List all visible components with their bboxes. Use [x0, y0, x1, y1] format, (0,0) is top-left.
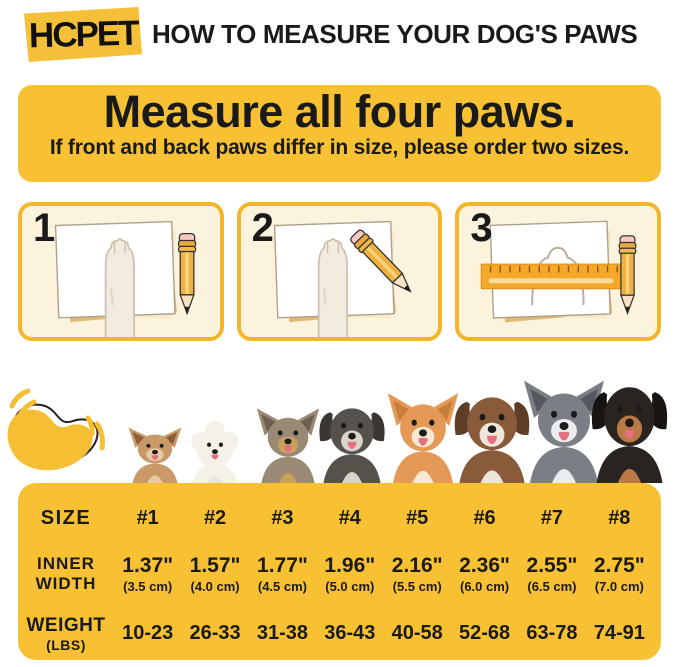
inner-width-cell: 2.36" (6.0 cm): [459, 554, 510, 594]
inner-width-row: INNER WIDTH 1.37" (3.5 cm) 1.57" (4.0 cm) …: [18, 543, 653, 605]
weight-cell: 63-78: [526, 621, 578, 644]
bichon-frise-photo: [182, 419, 248, 483]
brand-logo: HCPET: [24, 7, 142, 62]
step-2-number: 2: [251, 206, 274, 250]
inner-width-cell: 1.37" (3.5 cm): [122, 554, 174, 594]
banner-heading: Measure all four paws.: [103, 86, 576, 137]
weight-cell: 26-33: [189, 621, 241, 644]
measuring-paw-outline-with-ruler-icon: [481, 220, 638, 324]
step-2-panel: 2: [236, 202, 443, 341]
brand-logo-text: HCPET: [28, 13, 138, 55]
step-1-panel: 1: [18, 202, 224, 341]
weight-cell: 31-38: [256, 621, 309, 644]
inner-width-cell: 1.96" (5.0 cm): [324, 554, 376, 594]
inner-width-cell: 2.75" (7.0 cm): [593, 554, 645, 594]
inner-width-cell: 1.77" (4.5 cm): [257, 554, 308, 594]
size-cell: #8: [608, 506, 631, 529]
weight-cell: 40-58: [391, 621, 443, 644]
weight-cell: 74-91: [593, 621, 645, 644]
weight-cell: 52-68: [458, 621, 511, 644]
size-row: SIZE #1 #2 #3 #4 #5 #6 #7 #8: [18, 493, 653, 543]
size-cell: #4: [338, 506, 361, 529]
step-1-number: 1: [33, 206, 56, 250]
how-to-steps: 1 2 3: [18, 202, 662, 341]
inner-width-cell: 1.57" (4.0 cm): [189, 554, 241, 594]
weight-row-label: WEIGHT (LBS): [26, 614, 106, 653]
inner-width-row-label: INNER WIDTH: [35, 554, 97, 593]
inner-width-cell: 2.16" (5.5 cm): [391, 554, 443, 594]
weight-cell: 36-43: [324, 621, 376, 644]
yellow-swoosh-icon: [7, 388, 105, 471]
banner-subheading: If front and back paws differ in size, p…: [49, 136, 630, 160]
size-cell: #5: [406, 506, 429, 529]
size-cell: #3: [271, 506, 294, 529]
inner-width-cell: 2.55" (6.5 cm): [526, 554, 578, 594]
rottweiler-photo: [581, 370, 678, 483]
page-title: HOW TO MEASURE YOUR DOG'S PAWS: [152, 18, 638, 49]
size-cell: #2: [203, 506, 227, 529]
dog-breeds-row: [0, 370, 679, 483]
size-cell: #7: [540, 506, 564, 529]
chihuahua-photo: [122, 425, 188, 483]
weight-row: WEIGHT (LBS) 10-23 26-33 31-38 36-43 40-…: [18, 605, 653, 661]
measure-banner: Measure all four paws. If front and back…: [18, 85, 661, 182]
weight-cell: 10-23: [122, 621, 174, 644]
size-chart: SIZE #1 #2 #3 #4 #5 #6 #7 #8 INNER WIDTH…: [18, 483, 661, 660]
size-cell: #6: [473, 506, 496, 529]
step-3-number: 3: [470, 206, 493, 250]
size-row-label: SIZE: [40, 506, 92, 529]
step-3-panel: 3: [455, 202, 662, 341]
size-cell: #1: [136, 506, 159, 529]
